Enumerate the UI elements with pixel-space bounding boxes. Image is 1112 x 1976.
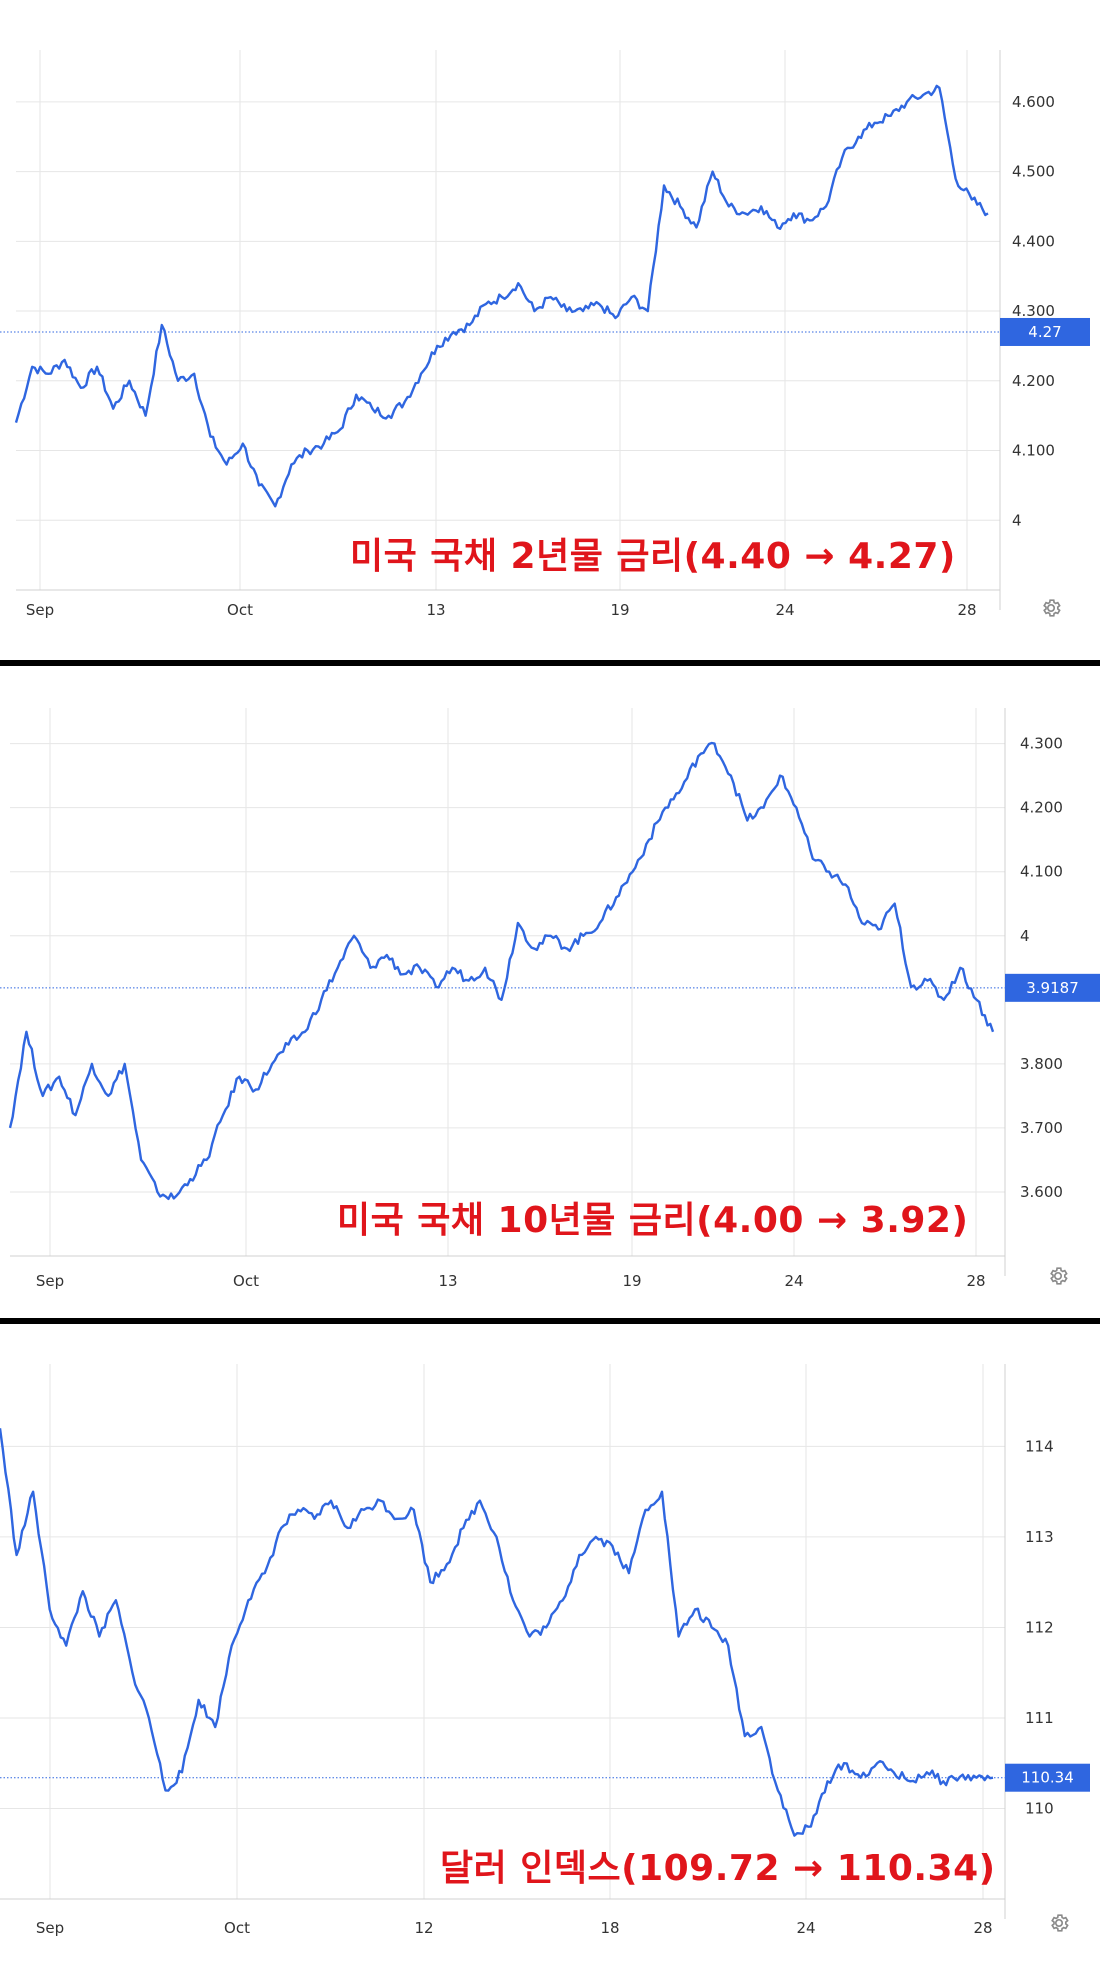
chart-10y: 3.600 3.700 3.800 4 4.100 4.200 4.300 Sep Oct 13 1… xyxy=(0,708,1100,1290)
y-tick-label: 4.300 xyxy=(1020,735,1063,753)
x-tick-label: 28 xyxy=(957,601,976,619)
y-tick-label: 113 xyxy=(1025,1528,1054,1546)
y-tick-label: 4 xyxy=(1020,927,1030,945)
current-value-label: 4.27 xyxy=(1028,323,1061,341)
y-tick-label: 4.200 xyxy=(1020,799,1063,817)
y-tick-label: 110 xyxy=(1025,1799,1054,1817)
chart-panel-10y: 3.600 3.700 3.800 4 4.100 4.200 4.300 Sep Oct 13 1… xyxy=(0,666,1112,1324)
x-tick-label: 18 xyxy=(600,1919,619,1937)
x-tick-label: 19 xyxy=(622,1272,641,1290)
x-tick-label: 12 xyxy=(414,1919,433,1937)
y-tick-label: 4.100 xyxy=(1012,442,1055,460)
chart-dxy: 110 111 112 113 114 Sep Oct 12 18 24 28 110.34 xyxy=(0,1364,1090,1937)
chart-2y: 4 4.100 4.200 4.300 4.400 4.500 4.600 Sep Oct 13 1… xyxy=(0,50,1090,619)
x-tick-label: 24 xyxy=(775,601,794,619)
y-tick-label: 3.600 xyxy=(1020,1183,1063,1201)
current-value-label: 3.9187 xyxy=(1026,979,1079,997)
current-value-label: 110.34 xyxy=(1021,1769,1074,1787)
chart-annotation: 달러 인덱스(109.72 → 110.34) xyxy=(440,1848,996,1889)
y-tick-label: 112 xyxy=(1025,1618,1054,1636)
y-tick-label: 4.500 xyxy=(1012,163,1055,181)
x-tick-label: Sep xyxy=(36,1919,64,1937)
x-tick-label: 28 xyxy=(973,1919,992,1937)
x-tick-label: 28 xyxy=(966,1272,985,1290)
y-tick-label: 4.400 xyxy=(1012,232,1055,250)
y-tick-label: 4.200 xyxy=(1012,372,1055,390)
series-line xyxy=(14,84,989,508)
y-tick-label: 4.100 xyxy=(1020,863,1063,881)
current-value-box xyxy=(1000,317,1090,346)
gear-icon[interactable] xyxy=(1048,1912,1070,1934)
chart-panel-2y: 4 4.100 4.200 4.300 4.400 4.500 4.600 Sep Oct 13 1… xyxy=(0,0,1112,660)
series-line xyxy=(0,1428,994,1837)
x-tick-label: Oct xyxy=(227,601,253,619)
y-tick-label: 4 xyxy=(1012,511,1022,529)
gear-icon[interactable] xyxy=(1047,1265,1069,1287)
chart-annotation: 미국 국채 10년물 금리(4.00 → 3.92) xyxy=(337,1200,969,1241)
chart-panel-dxy: 110 111 112 113 114 Sep Oct 12 18 24 28 110.34 달러 인… xyxy=(0,1324,1112,1976)
y-tick-label: 4.600 xyxy=(1012,93,1055,111)
current-value-box xyxy=(1005,973,1100,1002)
x-tick-label: 24 xyxy=(784,1272,803,1290)
x-tick-label: Oct xyxy=(224,1919,250,1937)
x-tick-label: Oct xyxy=(233,1272,259,1290)
x-tick-label: 19 xyxy=(610,601,629,619)
chart-annotation: 미국 국채 2년물 금리(4.40 → 4.27) xyxy=(350,536,956,577)
y-tick-label: 3.700 xyxy=(1020,1119,1063,1137)
x-tick-label: Sep xyxy=(26,601,54,619)
y-tick-label: 111 xyxy=(1025,1709,1054,1727)
current-value-box xyxy=(1005,1763,1090,1792)
y-tick-label: 3.800 xyxy=(1020,1055,1063,1073)
x-tick-label: 24 xyxy=(796,1919,815,1937)
x-tick-label: Sep xyxy=(36,1272,64,1290)
x-tick-label: 13 xyxy=(426,601,445,619)
series-line xyxy=(8,741,995,1201)
y-tick-label: 114 xyxy=(1025,1437,1054,1455)
divider xyxy=(0,660,1100,666)
x-tick-label: 13 xyxy=(438,1272,457,1290)
divider xyxy=(0,1318,1100,1324)
y-tick-label: 4.300 xyxy=(1012,302,1055,320)
gear-icon[interactable] xyxy=(1040,597,1062,619)
